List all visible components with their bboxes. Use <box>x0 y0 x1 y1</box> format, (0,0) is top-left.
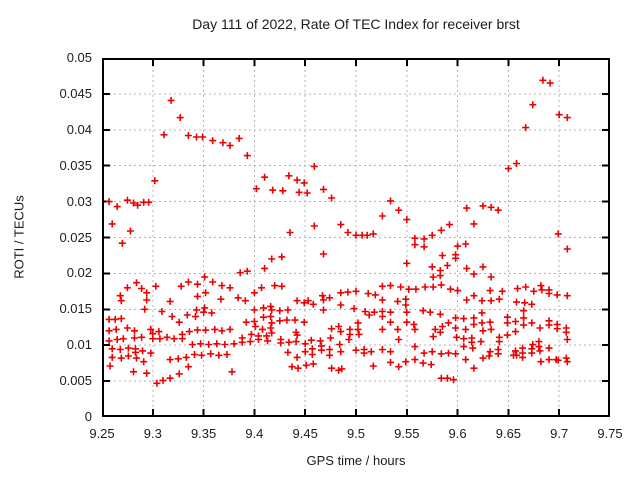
x-tick-label: 9.7 <box>550 426 569 441</box>
y-tick-label: 0.05 <box>66 50 92 65</box>
chart-title: Day 111 of 2022, Rate Of TEC Index for r… <box>192 16 520 32</box>
series-roti-points <box>105 76 571 387</box>
y-tick-label: 0 <box>84 409 92 424</box>
y-tick-label: 0.04 <box>66 121 92 137</box>
x-tick-label: 9.6 <box>448 426 467 441</box>
plot-svg <box>102 58 610 417</box>
x-tick-label: 9.3 <box>143 426 162 441</box>
y-tick-label: 0.015 <box>59 301 92 317</box>
y-tick-label: 0.03 <box>66 193 92 209</box>
y-tick-label: 0.045 <box>59 85 92 101</box>
x-tick-label: 9.5 <box>346 426 366 441</box>
x-tick-label: 9.45 <box>292 426 318 441</box>
y-tick-label: 0.01 <box>66 337 92 353</box>
y-tick-label: 0.035 <box>59 157 92 173</box>
x-tick-label: 9.4 <box>245 426 264 441</box>
y-tick-label: 0.02 <box>66 265 92 281</box>
x-tick-label: 9.65 <box>495 426 522 441</box>
x-tick-label: 9.35 <box>190 426 217 441</box>
y-tick-label: 0.005 <box>59 373 92 389</box>
y-axis-label: ROTI / TECUs <box>11 195 27 279</box>
x-axis-label: GPS time / hours <box>306 453 406 468</box>
x-tick-label: 9.25 <box>89 426 115 441</box>
plot-frame <box>102 58 610 417</box>
y-tick-label: 0.025 <box>59 229 92 245</box>
x-tick-label: 9.75 <box>597 426 623 441</box>
x-tick-label: 9.55 <box>394 426 420 441</box>
